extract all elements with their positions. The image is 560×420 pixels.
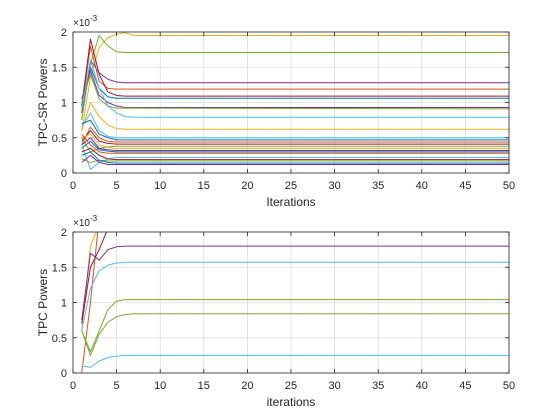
series-line — [81, 133, 509, 154]
y-tick-label: 1.5 — [52, 262, 67, 274]
x-tick-label: 0 — [70, 380, 76, 392]
top-subplot: 0 5 10 15 20 25 30 35 40 45 50 0 0.5 1 1.5 2 ×10-3 Iterat… — [36, 14, 515, 209]
series-line — [81, 232, 99, 373]
y-tick-label: 0.5 — [52, 133, 67, 145]
series-line — [81, 35, 509, 121]
series-line — [81, 102, 509, 131]
series-line — [81, 130, 509, 145]
series-line — [81, 73, 509, 110]
x-tick-label: 10 — [154, 180, 166, 192]
y-tick-label: 1 — [61, 98, 67, 110]
x-tick-label: 30 — [328, 380, 340, 392]
x-tick-label: 35 — [372, 380, 384, 392]
y-tick-label: 0 — [61, 168, 67, 180]
x-tick-label: 5 — [114, 380, 120, 392]
y-scale-factor: ×10-3 — [73, 214, 98, 229]
y-tick-label: 1.5 — [52, 62, 67, 74]
series-line — [81, 112, 509, 139]
x-tick-label: 15 — [198, 380, 210, 392]
series-line — [81, 151, 509, 164]
series-line — [81, 66, 509, 107]
series-line — [81, 32, 509, 131]
series-line — [81, 147, 509, 161]
series-line — [81, 45, 509, 110]
series-line — [81, 158, 509, 163]
x-axis-label: Iterations — [266, 195, 315, 209]
series-line — [81, 154, 509, 166]
x-tick-label: 40 — [416, 180, 428, 192]
y-scale-base: ×10 — [73, 218, 90, 229]
series-line — [81, 299, 509, 353]
series-line — [81, 354, 509, 368]
x-tick-label: 25 — [285, 180, 297, 192]
series-line — [81, 313, 509, 356]
y-tick-label: 0 — [61, 368, 67, 380]
y-scale-base: ×10 — [73, 18, 90, 29]
y-tick-label: 2 — [61, 227, 67, 239]
x-tick-label: 50 — [503, 180, 515, 192]
series-line — [81, 133, 509, 149]
y-scale-exponent: -3 — [90, 14, 98, 23]
y-axis-label: TPC-SR Powers — [36, 58, 50, 146]
x-axis-label: iterations — [267, 395, 316, 409]
x-tick-label: 5 — [114, 180, 120, 192]
series-line — [81, 232, 107, 324]
series-group — [81, 232, 509, 373]
y-tick-label: 1 — [61, 298, 67, 310]
series-line — [81, 119, 509, 141]
y-scale-exponent: -3 — [90, 214, 98, 223]
y-axis-label: TPC Powers — [36, 269, 50, 336]
x-tick-label: 30 — [328, 180, 340, 192]
series-line — [81, 38, 509, 107]
series-line — [81, 137, 509, 151]
x-tick-label: 15 — [198, 180, 210, 192]
x-tick-label: 40 — [416, 380, 428, 392]
series-line — [81, 245, 509, 321]
series-line — [81, 59, 509, 118]
x-tick-label: 35 — [372, 180, 384, 192]
y-scale-factor: ×10-3 — [73, 14, 98, 29]
x-tick-label: 25 — [285, 380, 297, 392]
bottom-subplot: 0 5 10 15 20 25 30 35 40 45 50 0 0.5 1 1.5 2 ×10-3 iterat… — [36, 214, 515, 409]
series-line — [81, 70, 509, 108]
series-line — [81, 137, 509, 153]
y-tick-label: 2 — [61, 27, 67, 39]
x-tick-label: 20 — [241, 380, 253, 392]
x-tick-label: 45 — [459, 180, 471, 192]
x-tick-label: 20 — [241, 180, 253, 192]
y-tick-label: 0.5 — [52, 333, 67, 345]
series-group — [81, 32, 509, 170]
x-tick-label: 0 — [70, 180, 76, 192]
series-line — [81, 126, 509, 146]
x-tick-label: 10 — [154, 380, 166, 392]
x-tick-label: 45 — [459, 380, 471, 392]
x-tick-label: 50 — [503, 380, 515, 392]
series-line — [81, 261, 509, 331]
